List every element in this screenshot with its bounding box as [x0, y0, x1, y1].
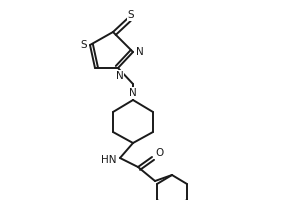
- Text: O: O: [155, 148, 163, 158]
- Text: N: N: [116, 71, 124, 81]
- Text: S: S: [128, 10, 134, 20]
- Text: N: N: [129, 88, 137, 98]
- Text: S: S: [80, 40, 87, 50]
- Text: N: N: [136, 47, 144, 57]
- Text: HN: HN: [101, 155, 117, 165]
